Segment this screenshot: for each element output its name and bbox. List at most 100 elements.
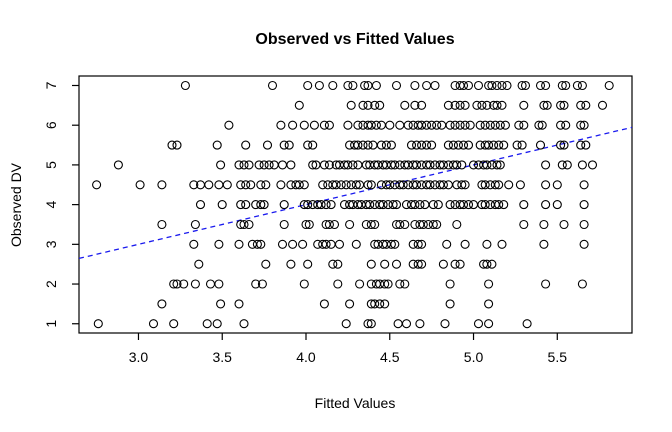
data-point	[383, 279, 393, 289]
data-point	[284, 140, 294, 150]
data-point	[353, 140, 363, 150]
data-point	[443, 180, 453, 190]
data-point	[216, 160, 226, 170]
data-point	[380, 299, 390, 309]
x-axis-label: Fitted Values	[315, 395, 396, 411]
data-point	[333, 279, 343, 289]
data-point	[561, 80, 571, 91]
data-point	[484, 279, 494, 289]
data-point	[458, 80, 469, 91]
data-point	[438, 160, 448, 170]
data-point	[388, 200, 398, 210]
data-point	[417, 100, 427, 110]
data-point	[254, 160, 264, 170]
data-point	[587, 160, 598, 170]
data-point	[333, 259, 343, 269]
data-point	[286, 259, 296, 269]
data-point	[576, 140, 586, 150]
data-point	[468, 200, 479, 210]
data-point	[604, 80, 614, 91]
data-point	[252, 239, 262, 249]
data-point	[180, 80, 190, 91]
data-point	[157, 299, 167, 309]
data-point	[375, 299, 385, 309]
data-point	[559, 100, 569, 110]
data-point	[234, 160, 244, 170]
data-point	[157, 219, 167, 230]
data-point	[438, 259, 448, 269]
data-point	[519, 219, 529, 230]
data-point	[463, 140, 474, 150]
data-point	[309, 120, 319, 130]
data-point	[484, 319, 494, 329]
data-point	[482, 259, 492, 269]
data-point	[500, 120, 510, 130]
data-point	[326, 200, 336, 210]
data-point	[450, 259, 460, 269]
data-point	[448, 140, 458, 150]
data-point	[542, 100, 552, 110]
data-point	[303, 80, 313, 91]
data-point	[234, 239, 244, 249]
data-point	[432, 120, 442, 130]
data-point	[216, 299, 226, 309]
data-point	[303, 259, 313, 269]
data-point	[541, 200, 551, 210]
data-point	[259, 160, 269, 170]
data-point	[239, 319, 249, 329]
data-point	[497, 80, 507, 91]
data-point	[515, 180, 525, 190]
data-point	[579, 219, 589, 230]
data-point	[417, 120, 427, 130]
data-point	[341, 180, 351, 190]
data-point	[455, 259, 465, 269]
y-tick-label: 5	[43, 161, 59, 169]
data-point	[415, 319, 425, 329]
data-point	[321, 200, 331, 210]
data-point	[343, 80, 353, 91]
data-point	[371, 80, 381, 91]
data-point	[420, 200, 430, 210]
data-point	[358, 140, 368, 150]
data-point	[348, 80, 358, 91]
data-point	[410, 80, 420, 91]
data-point	[473, 80, 484, 91]
data-point	[262, 140, 273, 150]
data-point	[519, 120, 529, 130]
data-point	[463, 200, 474, 210]
x-tick-label: 5.0	[464, 349, 484, 365]
data-point	[363, 100, 373, 110]
data-point	[298, 239, 308, 249]
data-point	[351, 239, 361, 249]
data-point	[135, 180, 145, 190]
data-point	[400, 219, 410, 230]
data-point	[487, 259, 497, 269]
data-point	[269, 160, 279, 170]
data-point	[276, 120, 286, 130]
data-point	[403, 120, 413, 130]
data-point	[391, 259, 402, 269]
data-point	[460, 100, 470, 110]
data-point	[264, 160, 274, 170]
data-point	[386, 140, 396, 150]
data-point	[236, 180, 246, 190]
data-point	[428, 200, 438, 210]
data-point	[502, 80, 512, 91]
data-point	[552, 180, 562, 190]
plot-area: 3.0 3.5 4.0 4.5 5.0 5.5 1 2 3 4 5 6 7	[43, 75, 633, 365]
data-point	[241, 180, 251, 190]
data-point	[241, 200, 251, 210]
data-point	[400, 100, 410, 110]
data-point	[412, 180, 422, 190]
y-tick-label: 2	[43, 280, 59, 288]
data-point	[363, 319, 373, 329]
data-point	[370, 299, 380, 309]
data-point	[484, 299, 494, 309]
data-point	[204, 180, 214, 190]
data-point	[482, 239, 492, 249]
data-point	[390, 160, 400, 170]
data-point	[371, 120, 381, 130]
data-point	[541, 80, 551, 91]
data-point	[427, 140, 437, 150]
